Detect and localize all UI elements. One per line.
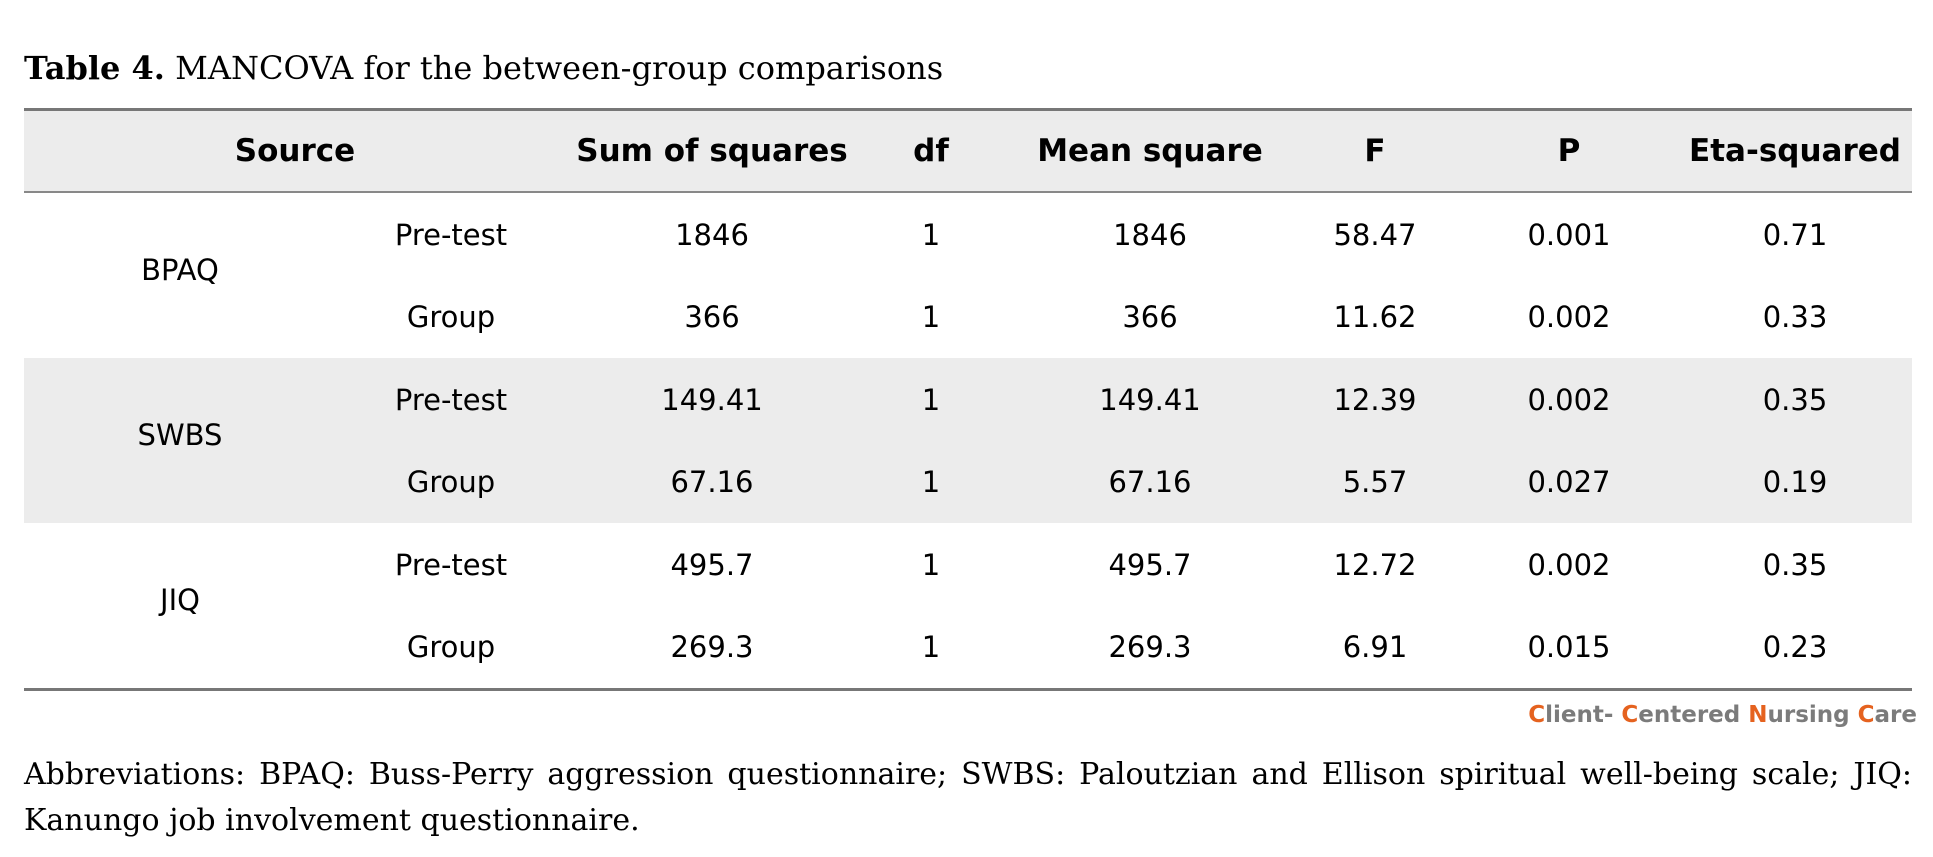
cell-eta-squared: 0.35 [1762,548,1828,582]
cell-df: 1 [921,630,941,664]
cell-p: 0.027 [1527,465,1611,499]
cell-mean-square: 495.7 [1108,548,1192,582]
cell-sum-of-squares: 495.7 [670,548,754,582]
mancova-table: Source Sum of squares df Mean square F P… [24,108,1912,691]
group-label: JIQ [160,583,200,617]
header-df: df [913,133,949,169]
table-group-bpaq: BPAQ Pre-test 1846 1 1846 58.47 0.001 0.… [24,193,1912,358]
journal-brand-logo: Client- Centered Nursing Care [1528,702,1917,728]
cell-mean-square: 1846 [1113,218,1187,252]
cell-p: 0.002 [1527,548,1611,582]
group-label: BPAQ [141,253,219,287]
header-mean-square: Mean square [1037,133,1263,169]
cell-f: 11.62 [1333,300,1417,334]
cell-p: 0.002 [1527,300,1611,334]
table-bottom-rule [24,688,1912,691]
header-p: P [1557,133,1581,169]
group-label: SWBS [137,418,223,452]
table-header-row: Source Sum of squares df Mean square F P… [24,111,1912,191]
cell-df: 1 [921,548,941,582]
header-f: F [1364,133,1386,169]
cell-mean-square: 149.41 [1099,383,1201,417]
effect-label: Pre-test [394,383,508,417]
effect-label: Group [406,300,496,334]
cell-df: 1 [921,465,941,499]
cell-mean-square: 269.3 [1108,630,1192,664]
abbreviations-note: Abbreviations: BPAQ: Buss-Perry aggressi… [24,757,1912,838]
cell-sum-of-squares: 149.41 [661,383,763,417]
cell-f: 12.72 [1333,548,1417,582]
cell-f: 12.39 [1333,383,1417,417]
cell-eta-squared: 0.23 [1762,630,1828,664]
header-eta-squared: Eta-squared [1689,133,1901,169]
cell-f: 5.57 [1342,465,1408,499]
header-source: Source [234,133,356,169]
effect-label: Group [406,465,496,499]
cell-sum-of-squares: 1846 [675,218,749,252]
cell-eta-squared: 0.19 [1762,465,1828,499]
cell-f: 58.47 [1333,218,1417,252]
cell-df: 1 [921,383,941,417]
cell-sum-of-squares: 366 [684,300,740,334]
cell-mean-square: 67.16 [1108,465,1192,499]
table-number: Table 4. [24,49,165,87]
table-group-swbs: SWBS Pre-test 149.41 1 149.41 12.39 0.00… [24,358,1912,523]
table-group-jiq: JIQ Pre-test 495.7 1 495.7 12.72 0.002 0… [24,523,1912,688]
effect-label: Pre-test [394,548,508,582]
cell-eta-squared: 0.35 [1762,383,1828,417]
cell-p: 0.001 [1527,218,1611,252]
cell-df: 1 [921,218,941,252]
cell-mean-square: 366 [1122,300,1178,334]
table-title: MANCOVA for the between-group comparison… [164,49,944,87]
cell-sum-of-squares: 67.16 [670,465,754,499]
cell-p: 0.015 [1527,630,1611,664]
header-sum-of-squares: Sum of squares [576,133,848,169]
cell-eta-squared: 0.71 [1762,218,1828,252]
table-header-rule [24,191,1912,193]
cell-p: 0.002 [1527,383,1611,417]
cell-df: 1 [921,300,941,334]
cell-f: 6.91 [1342,630,1408,664]
effect-label: Group [406,630,496,664]
effect-label: Pre-test [394,218,508,252]
cell-sum-of-squares: 269.3 [670,630,754,664]
table-caption: Table 4. MANCOVA for the between-group c… [24,44,943,92]
table-top-rule [24,108,1912,111]
cell-eta-squared: 0.33 [1762,300,1828,334]
